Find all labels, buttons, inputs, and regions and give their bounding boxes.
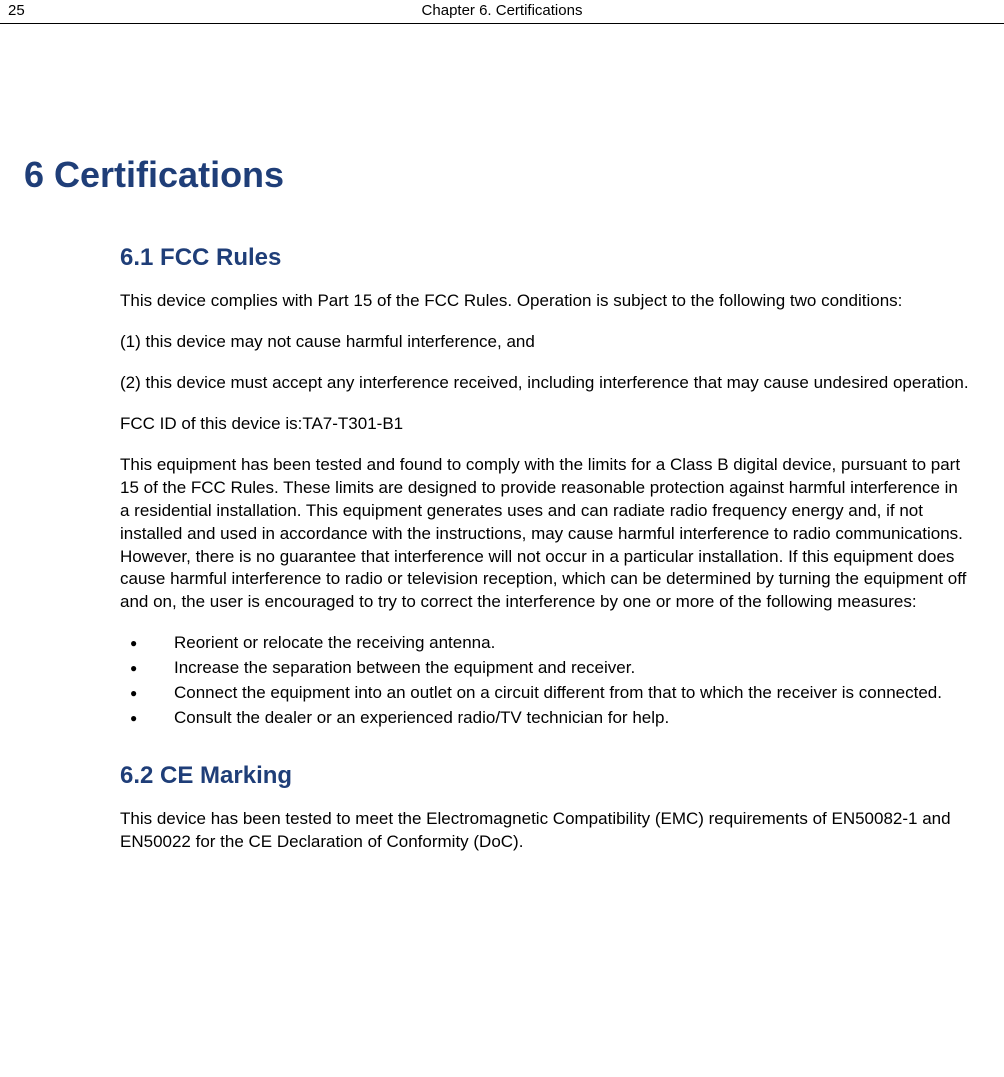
list-item: Reorient or relocate the receiving anten… [120, 632, 970, 655]
list-item: Connect the equipment into an outlet on … [120, 682, 970, 705]
body-paragraph: This device complies with Part 15 of the… [120, 290, 970, 313]
body-paragraph: This equipment has been tested and found… [120, 454, 970, 615]
bullet-list: Reorient or relocate the receiving anten… [120, 632, 970, 730]
page-number: 25 [8, 2, 25, 19]
page-content: 6 Certifications 6.1 FCC Rules This devi… [0, 154, 1004, 854]
section-fcc-rules: 6.1 FCC Rules This device complies with … [24, 244, 980, 730]
chapter-title: 6 Certifications [24, 154, 980, 196]
chapter-label: Chapter 6. Certifications [422, 2, 583, 19]
body-paragraph: (2) this device must accept any interfer… [120, 372, 970, 395]
list-item: Increase the separation between the equi… [120, 657, 970, 680]
body-paragraph: This device has been tested to meet the … [120, 808, 970, 854]
list-item: Consult the dealer or an experienced rad… [120, 707, 970, 730]
section-ce-marking: 6.2 CE Marking This device has been test… [24, 762, 980, 854]
section-heading: 6.2 CE Marking [120, 762, 970, 790]
page-header: 25 Chapter 6. Certifications [0, 0, 1004, 24]
section-heading: 6.1 FCC Rules [120, 244, 970, 272]
body-paragraph: FCC ID of this device is:TA7-T301-B1 [120, 413, 970, 436]
body-paragraph: (1) this device may not cause harmful in… [120, 331, 970, 354]
